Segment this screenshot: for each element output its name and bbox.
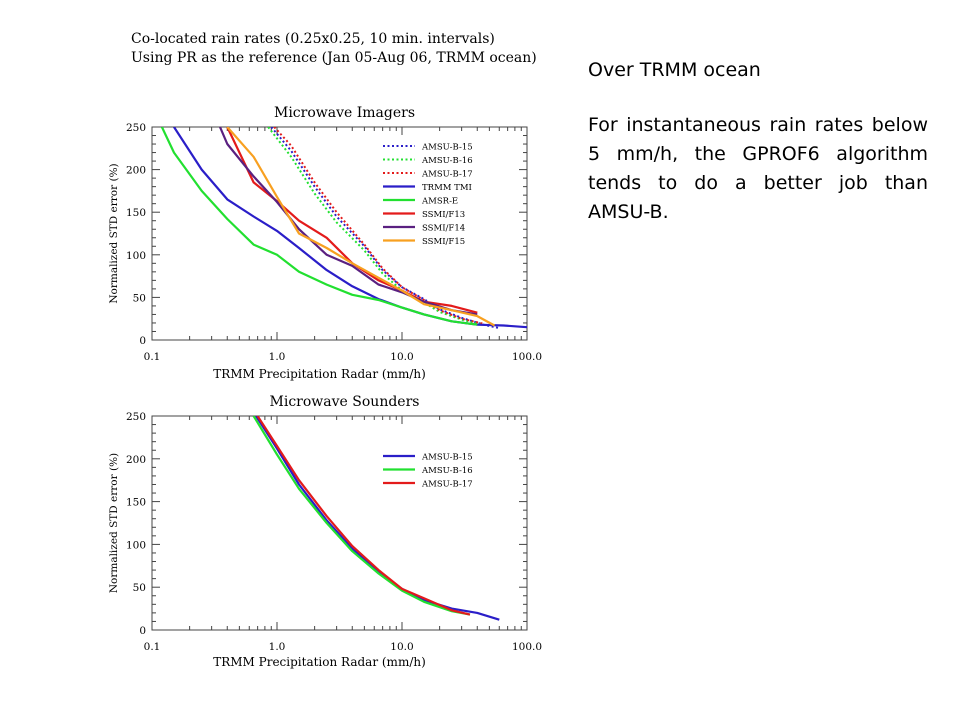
y-tick-label: 200 xyxy=(126,165,146,177)
plot-frame xyxy=(151,126,528,341)
x-tick-label: 10.0 xyxy=(390,351,413,363)
series-line-amsu-b-15 xyxy=(270,127,500,330)
series-group xyxy=(252,416,500,621)
y-axis-label: Normalized STD error (%) xyxy=(108,163,120,303)
y-tick-label: 250 xyxy=(126,122,146,134)
x-tick-label: 100.0 xyxy=(512,641,542,653)
y-tick-label: 150 xyxy=(126,207,146,219)
legend-label: SSMI/F14 xyxy=(422,224,465,234)
legend-label: AMSU-B-15 xyxy=(421,143,473,153)
x-tick-label: 0.1 xyxy=(144,351,161,363)
series-line-ssmi-f15 xyxy=(226,127,496,327)
y-axis-label: Normalized STD error (%) xyxy=(108,453,120,593)
y-tick-label: 0 xyxy=(139,625,146,637)
series-line-ssmi-f14 xyxy=(218,127,478,316)
plot-frame xyxy=(151,415,528,631)
legend-label: AMSU-B-17 xyxy=(421,480,473,490)
notes-title: Over TRMM ocean xyxy=(588,59,761,81)
x-tick-label: 10.0 xyxy=(390,641,413,653)
chart-panel-2: 0.1 1.0 10.0 100.0 0 50 100 150 200 250 Microwave … xyxy=(108,394,542,669)
legend-label: AMSU-B-16 xyxy=(421,156,473,166)
header-line-2: Using PR as the reference (Jan 05-Aug 06… xyxy=(131,50,537,66)
legend-label: SSMI/F13 xyxy=(422,210,465,220)
legend-label: AMSR-E xyxy=(421,197,458,207)
notes-panel: Over TRMM ocean For instantaneous rain r… xyxy=(588,56,928,227)
y-tick-label: 200 xyxy=(126,454,146,466)
series-line-amsu-b-17 xyxy=(256,416,471,616)
series-line-amsu-b-16 xyxy=(267,127,484,326)
series-group xyxy=(160,127,527,330)
series-line-amsu-b-16 xyxy=(252,416,471,616)
y-tick-label: 250 xyxy=(126,411,146,423)
x-tick-label: 100.0 xyxy=(512,351,542,363)
legend-label: AMSU-B-16 xyxy=(421,466,473,476)
legend-label: TRMM TMI xyxy=(422,183,472,193)
notes-body: For instantaneous rain rates below 5 mm/… xyxy=(588,114,928,223)
legend-label: AMSU-B-17 xyxy=(421,170,473,180)
chart-title: Microwave Imagers xyxy=(274,105,415,121)
series-line-amsu-b-15 xyxy=(255,416,500,621)
x-axis-label: TRMM Precipitation Radar (mm/h) xyxy=(213,655,426,669)
y-tick-label: 100 xyxy=(126,539,146,551)
x-tick-label: 1.0 xyxy=(269,641,286,653)
x-tick-label: 1.0 xyxy=(269,351,286,363)
chart-title: Microwave Sounders xyxy=(270,394,420,410)
chart-panel-1: 0.1 1.0 10.0 100.0 0 50 100 150 200 250 Microwave … xyxy=(108,105,542,381)
y-tick-label: 50 xyxy=(133,582,146,594)
y-tick-label: 50 xyxy=(133,292,146,304)
legend-label: SSMI/F15 xyxy=(422,237,465,247)
series-line-amsu-b-17 xyxy=(273,127,484,325)
legend-label: AMSU-B-15 xyxy=(421,453,473,463)
figure-header: Co-located rain rates (0.25x0.25, 10 min… xyxy=(131,30,537,68)
x-axis-label: TRMM Precipitation Radar (mm/h) xyxy=(213,367,426,381)
x-tick-label: 0.1 xyxy=(144,641,161,653)
y-tick-label: 150 xyxy=(126,497,146,509)
header-line-1: Co-located rain rates (0.25x0.25, 10 min… xyxy=(131,31,495,47)
y-tick-label: 100 xyxy=(126,250,146,262)
y-tick-label: 0 xyxy=(139,335,146,347)
series-line-amsr-e xyxy=(160,127,478,326)
